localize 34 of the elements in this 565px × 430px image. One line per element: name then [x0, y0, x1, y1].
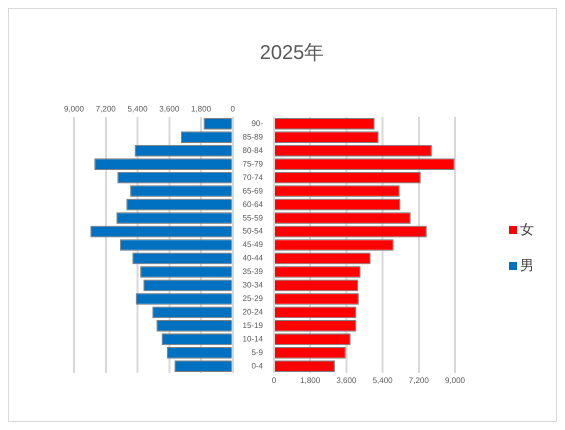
y-tick-label: 0-4: [251, 361, 264, 370]
x-tick-label: 3,600: [336, 376, 357, 386]
x-tick-label: 9,000: [444, 376, 466, 386]
x-tick-label: 9,000: [64, 104, 85, 114]
y-tick-label: 10-14: [242, 334, 264, 344]
y-tick-label: 30-34: [242, 280, 264, 290]
y-tick-label: 85-89: [242, 132, 264, 142]
y-tick-label: 65-69: [242, 186, 264, 196]
y-tick-label: 55-59: [242, 213, 264, 222]
legend-label: 男: [520, 257, 534, 275]
y-tick-label: 60-64: [242, 200, 264, 209]
y-tick-label: 75-79: [242, 159, 264, 168]
y-tick-label: 45-49: [242, 240, 264, 250]
x-tick-label: 5,400: [372, 376, 394, 386]
x-tick-label: 5,400: [127, 104, 148, 114]
y-tick-label: 25-29: [242, 294, 264, 304]
y-tick-label: 5-9: [251, 348, 264, 357]
y-tick-label: 20-24: [242, 308, 264, 317]
y-tick-label: 15-19: [242, 321, 264, 330]
legend-label: 女: [520, 221, 534, 239]
y-tick-label: 40-44: [242, 254, 264, 263]
x-tick-label: 3,600: [159, 104, 180, 114]
x-tick-label: 7,200: [96, 104, 116, 114]
x-tick-label: 0: [230, 104, 236, 114]
x-tick-label: 1,800: [191, 104, 212, 114]
y-tick-label: 90-: [251, 118, 264, 128]
y-tick-label: 50-54: [242, 226, 264, 236]
x-tick-label: 1,800: [300, 376, 321, 386]
x-tick-label: 7,200: [408, 376, 430, 386]
y-tick-label: 35-39: [242, 267, 264, 276]
y-tick-label: 70-74: [242, 172, 264, 182]
x-tick-label: 0: [272, 376, 277, 386]
y-tick-label: 80-84: [242, 146, 264, 155]
chart-title: 2025年: [258, 41, 326, 66]
